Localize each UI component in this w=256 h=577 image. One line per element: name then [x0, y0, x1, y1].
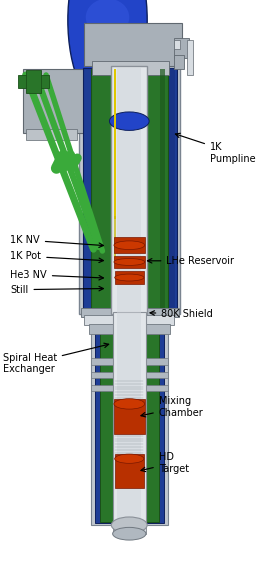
Ellipse shape [111, 517, 147, 533]
Ellipse shape [86, 0, 129, 36]
Text: LHe Reservoir: LHe Reservoir [147, 256, 234, 266]
Bar [114, 69, 116, 219]
Bar [115, 271, 144, 284]
Text: Spiral Heat
Exchanger: Spiral Heat Exchanger [3, 343, 109, 374]
Bar [117, 68, 141, 524]
Ellipse shape [115, 454, 144, 463]
Ellipse shape [115, 274, 144, 281]
Text: 1K NV: 1K NV [10, 235, 103, 248]
Bar [95, 313, 164, 523]
Bar [114, 256, 145, 268]
Bar [111, 66, 147, 314]
Bar [100, 313, 159, 522]
Bar [84, 23, 182, 66]
Bar [114, 216, 116, 260]
Bar [84, 315, 174, 325]
Ellipse shape [110, 112, 149, 130]
Bar [91, 312, 168, 525]
Bar [89, 324, 170, 334]
Ellipse shape [113, 527, 146, 540]
Bar [91, 372, 168, 378]
Ellipse shape [114, 241, 145, 249]
Bar [86, 68, 174, 313]
Bar [187, 40, 193, 75]
Bar [113, 312, 146, 525]
Bar [81, 308, 179, 317]
Wedge shape [68, 0, 147, 110]
Bar [169, 68, 175, 313]
Text: HD
Target: HD Target [141, 452, 189, 474]
Bar [83, 68, 177, 313]
Bar [26, 70, 41, 93]
Text: Mixing
Chamber: Mixing Chamber [141, 396, 204, 418]
Bar [174, 38, 189, 58]
Ellipse shape [114, 399, 145, 409]
Bar [26, 129, 77, 140]
Bar [115, 454, 144, 488]
Bar [92, 61, 169, 75]
Text: 1K
Pumpline: 1K Pumpline [175, 133, 255, 164]
Ellipse shape [114, 258, 145, 265]
Bar [114, 237, 145, 253]
Bar [91, 69, 168, 310]
Bar [174, 55, 184, 69]
Bar [113, 522, 146, 534]
Text: He3 NV: He3 NV [10, 269, 103, 280]
Bar [174, 40, 180, 49]
Bar [18, 75, 49, 88]
Text: Still: Still [10, 284, 103, 295]
Bar [91, 385, 168, 391]
Bar [91, 358, 168, 365]
Bar [160, 69, 165, 310]
Text: 1K Pot: 1K Pot [10, 251, 103, 263]
Text: 80K Shield: 80K Shield [150, 309, 213, 319]
Bar [79, 66, 180, 314]
Bar [114, 399, 145, 434]
Bar [23, 69, 87, 133]
